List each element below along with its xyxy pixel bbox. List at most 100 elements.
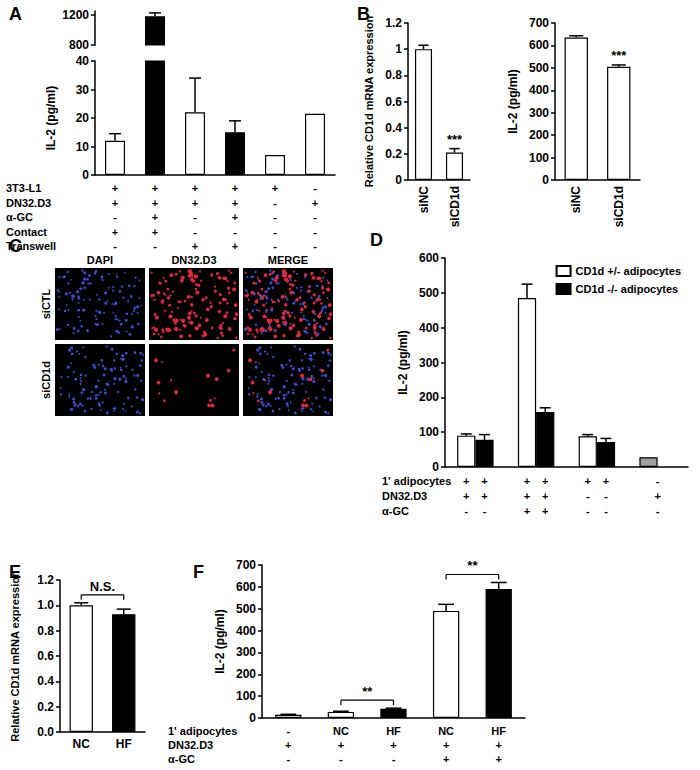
svg-text:0.6: 0.6: [37, 649, 54, 663]
svg-text:siNC: siNC: [569, 186, 583, 214]
svg-text:+: +: [585, 475, 591, 487]
svg-text:DN32.D3: DN32.D3: [171, 254, 216, 266]
svg-text:HF: HF: [116, 737, 132, 751]
svg-text:-: -: [286, 725, 290, 737]
svg-text:Relative CD1d mRNA expression: Relative CD1d mRNA expression: [9, 570, 21, 742]
svg-text:+: +: [232, 182, 238, 194]
svg-text:1.2: 1.2: [37, 573, 54, 587]
svg-text:1.2: 1.2: [385, 16, 402, 30]
svg-text:+: +: [112, 182, 118, 194]
svg-text:-: -: [392, 753, 396, 765]
svg-text:600: 600: [419, 251, 439, 265]
svg-text:+: +: [481, 475, 487, 487]
svg-text:+: +: [524, 490, 530, 502]
svg-text:400: 400: [529, 83, 549, 97]
svg-text:100: 100: [419, 425, 439, 439]
svg-text:NC: NC: [333, 725, 349, 737]
svg-text:-: -: [113, 211, 117, 223]
svg-text:600: 600: [236, 580, 256, 594]
svg-text:+: +: [152, 182, 158, 194]
svg-text:DN32.D3: DN32.D3: [168, 739, 213, 751]
svg-text:HF: HF: [491, 725, 506, 737]
svg-text:1.0: 1.0: [37, 598, 54, 612]
svg-text:***: ***: [611, 48, 627, 63]
svg-text:1' adipocytes: 1' adipocytes: [168, 725, 237, 737]
svg-text:-: -: [339, 753, 343, 765]
svg-text:+: +: [390, 739, 396, 751]
svg-text:+: +: [152, 226, 158, 238]
svg-text:CD1d +/- adipocytes: CD1d +/- adipocytes: [576, 265, 681, 277]
svg-text:500: 500: [419, 286, 439, 300]
svg-text:300: 300: [419, 356, 439, 370]
svg-text:+: +: [312, 197, 318, 209]
svg-text:0: 0: [82, 168, 89, 182]
svg-text:+: +: [542, 475, 548, 487]
svg-text:IL-2 (pg/ml): IL-2 (pg/ml): [44, 86, 58, 151]
svg-text:20: 20: [76, 111, 90, 125]
svg-text:0.2: 0.2: [37, 700, 54, 714]
svg-text:-: -: [464, 505, 468, 517]
svg-text:200: 200: [529, 128, 549, 142]
svg-text:siCTL: siCTL: [40, 288, 52, 319]
svg-text:-: -: [286, 753, 290, 765]
svg-text:-: -: [313, 226, 317, 238]
svg-text:+: +: [232, 211, 238, 223]
svg-text:0: 0: [432, 460, 439, 474]
svg-text:300: 300: [529, 106, 549, 120]
svg-text:+: +: [152, 211, 158, 223]
svg-text:-: -: [153, 240, 157, 252]
svg-text:200: 200: [236, 667, 256, 681]
svg-text:+: +: [338, 739, 344, 751]
svg-text:-: -: [273, 211, 277, 223]
svg-text:-: -: [233, 226, 237, 238]
svg-text:Relative CD1d mRNA expression: Relative CD1d mRNA expression: [363, 16, 375, 188]
svg-text:1' adipocytes: 1' adipocytes: [382, 475, 451, 487]
svg-text:300: 300: [236, 645, 256, 659]
svg-text:0.4: 0.4: [37, 674, 54, 688]
svg-text:-: -: [113, 240, 117, 252]
svg-text:DN32.D3: DN32.D3: [6, 197, 51, 209]
svg-text:1200: 1200: [62, 8, 89, 22]
svg-text:-: -: [193, 226, 197, 238]
svg-text:CD1d -/- adipocytes: CD1d -/- adipocytes: [576, 283, 679, 295]
svg-text:siNC: siNC: [417, 186, 431, 214]
svg-text:+: +: [232, 197, 238, 209]
svg-text:0.8: 0.8: [37, 624, 54, 638]
svg-text:IL-2 (pg/ml): IL-2 (pg/ml): [396, 330, 410, 395]
svg-text:+: +: [654, 490, 660, 502]
svg-text:600: 600: [529, 38, 549, 52]
svg-text:+: +: [112, 197, 118, 209]
svg-text:30: 30: [76, 83, 90, 97]
svg-text:-: -: [273, 226, 277, 238]
svg-text:-: -: [313, 182, 317, 194]
svg-text:0: 0: [249, 711, 256, 725]
svg-text:+: +: [232, 240, 238, 252]
svg-text:+: +: [192, 197, 198, 209]
svg-text:NC: NC: [438, 725, 454, 737]
svg-text:-: -: [313, 211, 317, 223]
svg-text:+: +: [481, 490, 487, 502]
svg-text:+: +: [443, 753, 449, 765]
svg-text:A: A: [9, 4, 22, 24]
svg-text:+: +: [463, 490, 469, 502]
svg-text:**: **: [467, 558, 478, 573]
svg-text:100: 100: [236, 689, 256, 703]
svg-text:+: +: [495, 739, 501, 751]
svg-text:-: -: [586, 490, 590, 502]
svg-text:+: +: [443, 739, 449, 751]
svg-text:+: +: [603, 475, 609, 487]
svg-text:10: 10: [76, 140, 90, 154]
svg-text:α-GC: α-GC: [6, 211, 33, 223]
svg-text:DN32.D3: DN32.D3: [382, 490, 427, 502]
svg-text:+: +: [524, 475, 530, 487]
svg-text:0: 0: [395, 173, 402, 187]
svg-text:+: +: [524, 505, 530, 517]
svg-text:0.4: 0.4: [385, 121, 402, 135]
svg-text:IL-2 (pg/ml): IL-2 (pg/ml): [213, 609, 227, 674]
svg-text:200: 200: [419, 390, 439, 404]
svg-text:400: 400: [236, 624, 256, 638]
svg-text:0.6: 0.6: [385, 95, 402, 109]
svg-text:+: +: [272, 182, 278, 194]
svg-text:E: E: [9, 562, 21, 582]
svg-text:700: 700: [529, 16, 549, 30]
